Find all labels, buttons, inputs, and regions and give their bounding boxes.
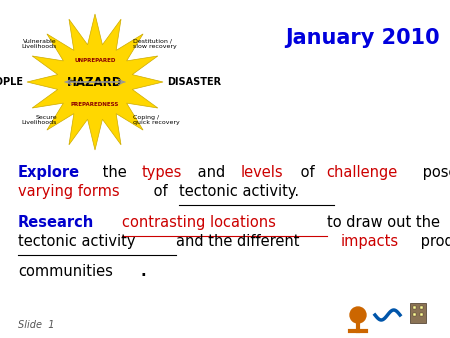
Text: contrasting locations: contrasting locations: [122, 215, 281, 230]
Bar: [410, 303, 426, 323]
Text: Vulnerable
Livelihoods: Vulnerable Livelihoods: [22, 39, 57, 49]
Text: posed by: posed by: [418, 165, 450, 180]
Text: tectonic activity.: tectonic activity.: [179, 184, 299, 199]
Text: the: the: [98, 165, 131, 180]
Text: Slide  1: Slide 1: [18, 320, 54, 330]
Text: Coping /
quick recovery: Coping / quick recovery: [133, 115, 180, 125]
Text: and: and: [194, 165, 230, 180]
Text: Destitution /
slow recovery: Destitution / slow recovery: [133, 39, 177, 49]
Text: communities: communities: [18, 264, 113, 279]
Text: DISASTER: DISASTER: [167, 77, 221, 87]
Circle shape: [350, 307, 366, 323]
Text: UNPREPARED: UNPREPARED: [74, 57, 116, 63]
Bar: [420, 306, 423, 309]
Text: PEOPLE: PEOPLE: [0, 77, 23, 87]
Text: Research: Research: [18, 215, 94, 230]
Text: produced on: produced on: [416, 234, 450, 249]
Text: levels: levels: [241, 165, 284, 180]
Bar: [420, 313, 423, 316]
Bar: [413, 306, 416, 309]
Text: challenge: challenge: [326, 165, 397, 180]
Text: January 2010: January 2010: [285, 28, 440, 48]
Text: of: of: [296, 165, 319, 180]
Text: of: of: [149, 184, 172, 199]
Text: types: types: [141, 165, 182, 180]
Polygon shape: [27, 14, 163, 150]
Text: impacts: impacts: [341, 234, 399, 249]
Text: Explore: Explore: [18, 165, 80, 180]
Text: PREPAREDNESS: PREPAREDNESS: [71, 101, 119, 106]
Text: .: .: [140, 264, 146, 279]
Text: to draw out the: to draw out the: [327, 215, 445, 230]
Text: tectonic activity: tectonic activity: [18, 234, 140, 249]
Text: and the different: and the different: [176, 234, 304, 249]
Text: varying forms: varying forms: [18, 184, 120, 199]
Text: Secure
Livelihoods: Secure Livelihoods: [22, 115, 57, 125]
Text: HAZARD: HAZARD: [67, 75, 123, 89]
Bar: [413, 313, 416, 316]
